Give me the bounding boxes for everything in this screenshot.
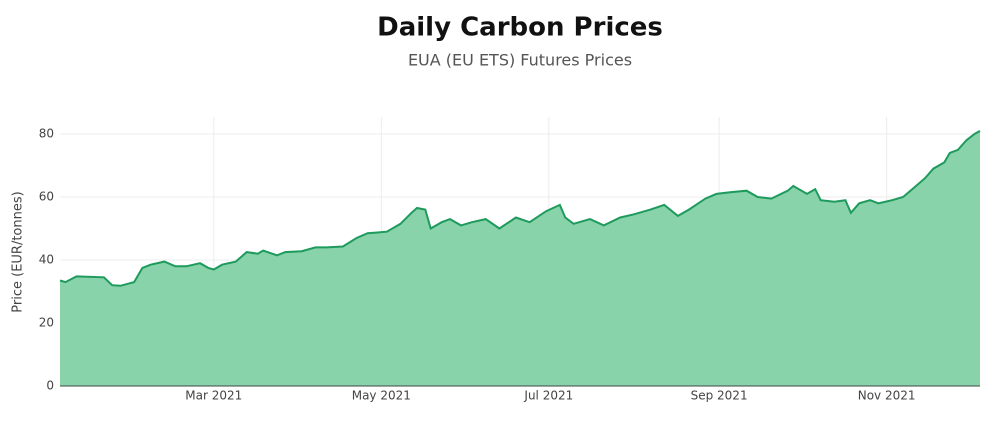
y-axis-label: Price (EUR/tonnes): [11, 191, 26, 312]
y-tick-label: 40: [39, 253, 54, 267]
y-tick-label: 80: [39, 127, 54, 141]
area: [60, 130, 980, 386]
chart-title: Daily Carbon Prices: [377, 13, 663, 43]
x-tick-label: May 2021: [352, 389, 411, 403]
x-tick-label: Sep 2021: [691, 389, 748, 403]
chart-subtitle: EUA (EU ETS) Futures Prices: [408, 51, 632, 70]
y-tick-label: 0: [46, 379, 54, 393]
x-tick-label: Jul 2021: [523, 389, 573, 403]
x-tick-label: Nov 2021: [858, 389, 916, 403]
x-tick-label: Mar 2021: [185, 389, 242, 403]
line: [59, 130, 981, 287]
y-tick-label: 20: [39, 316, 54, 330]
y-tick-label: 60: [39, 190, 54, 204]
